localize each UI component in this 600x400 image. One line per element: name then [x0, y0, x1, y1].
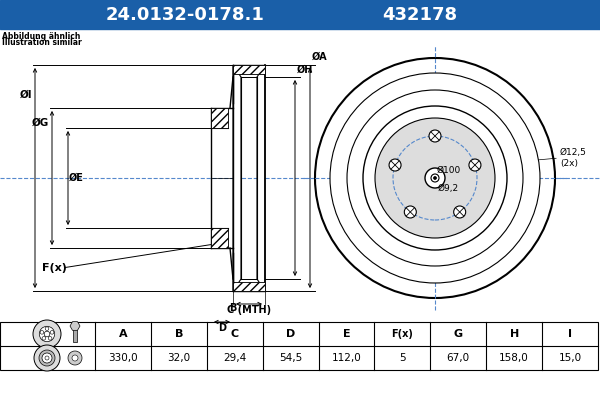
Text: I: I	[568, 329, 572, 339]
Circle shape	[454, 206, 466, 218]
Text: 432178: 432178	[382, 6, 458, 24]
Text: B: B	[175, 329, 183, 339]
Circle shape	[39, 350, 55, 366]
Circle shape	[429, 130, 441, 142]
Text: 29,4: 29,4	[223, 353, 247, 363]
Text: C: C	[230, 329, 239, 339]
Text: 5: 5	[399, 353, 406, 363]
Text: D: D	[218, 323, 226, 333]
Text: Ø12,5
(2x): Ø12,5 (2x)	[560, 148, 587, 168]
Text: ØG: ØG	[32, 118, 49, 128]
Circle shape	[315, 58, 555, 298]
Circle shape	[42, 336, 46, 340]
Text: F(x): F(x)	[391, 329, 413, 339]
Bar	[95, 29, 315, 322]
Circle shape	[49, 336, 52, 340]
Polygon shape	[233, 65, 241, 291]
Text: ØH: ØH	[297, 65, 313, 75]
Circle shape	[389, 159, 401, 171]
Bar	[0, 322, 598, 370]
Circle shape	[40, 326, 55, 342]
Text: Ø100: Ø100	[437, 166, 461, 175]
Text: D: D	[286, 329, 295, 339]
Text: B: B	[229, 303, 236, 313]
Text: ØA: ØA	[312, 52, 328, 62]
Circle shape	[45, 356, 49, 360]
Text: 32,0: 32,0	[167, 353, 190, 363]
Polygon shape	[233, 282, 265, 291]
Text: Illustration similar: Illustration similar	[2, 38, 82, 47]
Text: Ø9,2: Ø9,2	[438, 184, 459, 193]
Polygon shape	[211, 228, 228, 248]
Text: ØE: ØE	[69, 173, 84, 183]
Text: C (MTH): C (MTH)	[227, 305, 271, 315]
Circle shape	[469, 159, 481, 171]
Text: 330,0: 330,0	[108, 353, 138, 363]
Circle shape	[44, 331, 50, 337]
Polygon shape	[257, 65, 265, 291]
Bar	[73, 326, 77, 342]
Circle shape	[425, 168, 445, 188]
Circle shape	[42, 353, 52, 363]
Circle shape	[50, 330, 54, 334]
Circle shape	[72, 355, 78, 361]
Polygon shape	[233, 65, 265, 74]
Polygon shape	[211, 108, 228, 128]
Text: 15,0: 15,0	[559, 353, 581, 363]
Text: ØI: ØI	[19, 90, 32, 100]
Text: 54,5: 54,5	[279, 353, 302, 363]
Text: Abbildung ähnlich: Abbildung ähnlich	[2, 32, 80, 41]
Text: A: A	[119, 329, 127, 339]
Circle shape	[330, 73, 540, 283]
Text: G: G	[454, 329, 463, 339]
Circle shape	[33, 320, 61, 348]
Text: E: E	[343, 329, 350, 339]
Circle shape	[347, 90, 523, 266]
Circle shape	[433, 176, 437, 180]
Circle shape	[431, 174, 439, 182]
Bar	[300, 29, 570, 322]
Bar	[0, 0, 600, 29]
Circle shape	[404, 206, 416, 218]
Text: H: H	[509, 329, 519, 339]
Text: 112,0: 112,0	[332, 353, 361, 363]
Text: 24.0132-0178.1: 24.0132-0178.1	[106, 6, 265, 24]
Circle shape	[375, 118, 495, 238]
Text: 67,0: 67,0	[447, 353, 470, 363]
Text: F(x): F(x)	[42, 263, 67, 273]
Circle shape	[45, 327, 49, 330]
Text: 158,0: 158,0	[499, 353, 529, 363]
Circle shape	[68, 351, 82, 365]
Circle shape	[40, 330, 44, 334]
Circle shape	[34, 345, 60, 371]
Polygon shape	[70, 322, 80, 330]
Circle shape	[363, 106, 507, 250]
